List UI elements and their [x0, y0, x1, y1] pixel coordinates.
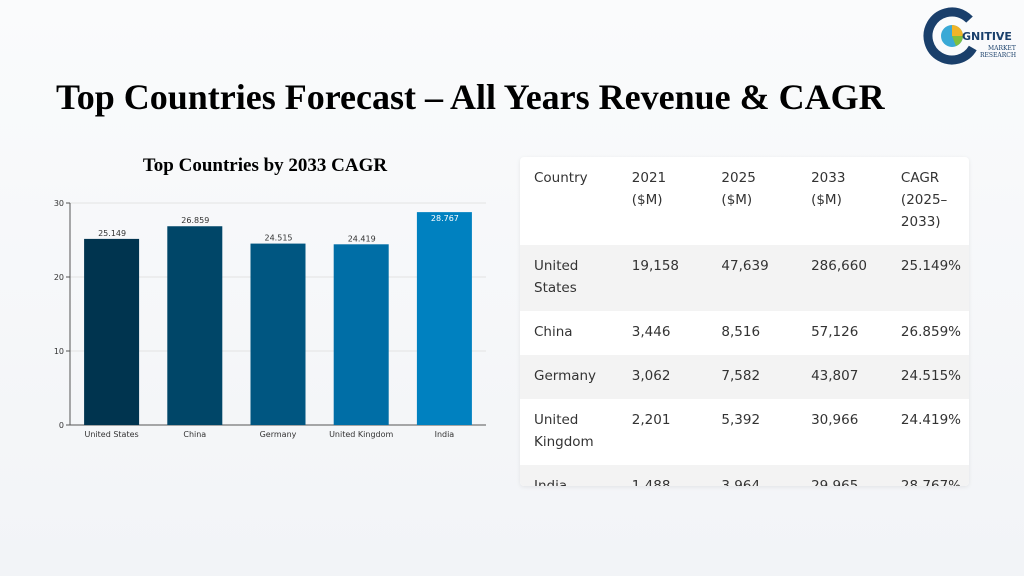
table-cell: United States	[534, 258, 579, 296]
table-cell: 24.419%	[900, 412, 961, 428]
table-cell: China	[534, 324, 573, 340]
table-header-row: Country 2021 ($M) 2025 ($M) 2033 ($M) CAGR (2025…	[520, 157, 969, 245]
bar-value-label-4: 28.767	[431, 214, 459, 223]
table-cell: 5,392	[721, 412, 761, 428]
x-tick-label-4: India	[435, 430, 455, 439]
table-cell: 19,158	[631, 258, 680, 274]
bar-value-label-3: 24.419	[348, 234, 376, 243]
table-cell: India	[534, 478, 568, 486]
bar-4	[416, 212, 472, 425]
table-cell: 24.515%	[900, 368, 961, 384]
logo-line3-text: RESEARCH	[980, 52, 1016, 59]
table-cell: 7,582	[721, 368, 761, 384]
page-title: Top Countries Forecast – All Years Reven…	[56, 77, 885, 117]
table-cell: 2,201	[631, 412, 671, 428]
table-cell: 57,126	[811, 324, 859, 340]
table-header-cell-3: 2033 ($M)	[811, 170, 846, 208]
table-header-cell-1: 2021 ($M)	[631, 170, 667, 208]
x-tick-label-0: United States	[85, 430, 139, 439]
bar-3	[333, 244, 389, 425]
bar-chart: 0 10 20 30 25.149 United States 26.859 China 24.…	[54, 199, 486, 439]
table-header-cell-2: 2025 ($M)	[721, 170, 756, 208]
table-cell: 26.859%	[900, 324, 961, 340]
table-cell: 3,446	[631, 324, 671, 340]
bar-value-label-1: 26.859	[181, 216, 209, 225]
bar-value-label-2: 24.515	[265, 234, 293, 243]
table-cell: 30,966	[811, 412, 859, 428]
table-cell: 8,516	[721, 324, 761, 340]
table-header-cell-4: CAGR (2025– 2033)	[900, 170, 948, 230]
table-row: Germany 3,062 7,582 43,807 24.515%	[520, 355, 969, 399]
table-cell: 43,807	[811, 368, 859, 384]
table-row: United States 19,158 47,639 286,660 25.149%	[520, 245, 969, 311]
y-tick-label-1: 10	[54, 347, 64, 356]
table-cell: 29,965	[811, 478, 859, 486]
bar-0	[84, 238, 140, 425]
company-logo: GNITIVE MARKET RESEARCH	[922, 6, 1018, 66]
table-cell: 1,488	[631, 478, 671, 486]
table-cell: United Kingdom	[534, 412, 594, 450]
bar-2	[250, 243, 306, 425]
logo-line2-text: MARKET	[988, 45, 1016, 52]
table-cell: 286,660	[811, 258, 867, 274]
table-cell: 3,964	[721, 478, 761, 486]
table-header-cell-0: Country	[534, 170, 588, 186]
table-row: China 3,446 8,516 57,126 26.859%	[520, 311, 969, 355]
table-row: India 1,488 3,964 29,965 28.767%	[520, 465, 969, 486]
table-cell: 3,062	[631, 368, 671, 384]
table-cell: Germany	[534, 368, 597, 384]
chart-title: Top Countries by 2033 CAGR	[142, 155, 388, 176]
revenue-table-card: Country 2021 ($M) 2025 ($M) 2033 ($M) CAGR (2025…	[520, 157, 969, 486]
bar-1	[167, 226, 223, 425]
y-tick-label-3: 30	[54, 199, 64, 208]
table-cell: 28.767%	[900, 478, 961, 486]
bar-value-label-0: 25.149	[98, 229, 126, 238]
revenue-table: Country 2021 ($M) 2025 ($M) 2033 ($M) CAGR (2025…	[520, 157, 969, 486]
x-tick-label-2: Germany	[260, 430, 297, 439]
logo-main-text: GNITIVE	[962, 30, 1012, 43]
y-tick-label-2: 20	[54, 273, 64, 282]
x-tick-label-3: United Kingdom	[329, 430, 393, 439]
table-cell: 47,639	[721, 258, 769, 274]
x-tick-label-1: China	[183, 430, 206, 439]
table-row: United Kingdom 2,201 5,392 30,966 24.419%	[520, 399, 969, 465]
y-tick-label-0: 0	[59, 421, 64, 430]
table-cell: 25.149%	[900, 258, 961, 274]
